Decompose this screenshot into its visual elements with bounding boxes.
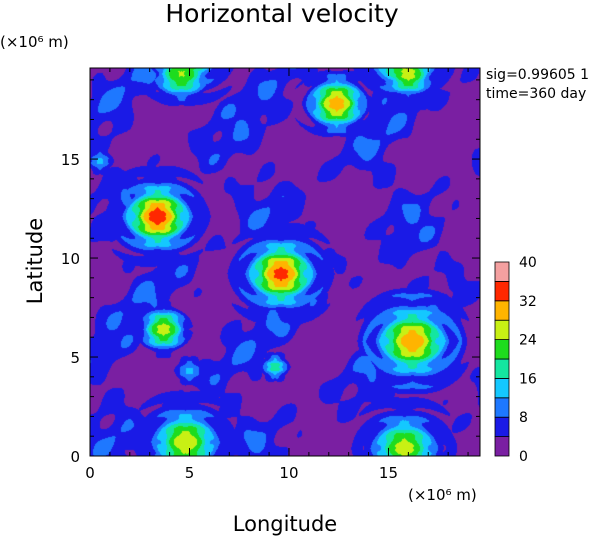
colorbar-swatch — [494, 436, 510, 457]
colorbar-tick-label: 0 — [519, 449, 528, 465]
x-tick-label: 10 — [279, 464, 298, 482]
y-tick-label: 0 — [70, 448, 80, 466]
annotation-time: time=360 day — [486, 86, 586, 102]
colorbar: 0 8 16 24 32 40 — [494, 255, 537, 465]
x-tick-label: 15 — [379, 464, 398, 482]
colorbar-swatch — [494, 319, 510, 341]
colorbar-tick-label: 24 — [519, 333, 537, 349]
colorbar-tick-label: 16 — [519, 371, 537, 387]
colorbar-swatch — [494, 377, 510, 399]
contour-image — [90, 68, 480, 456]
plot-frame — [89, 67, 481, 457]
y-axis: 0 5 10 15 — [61, 79, 480, 466]
colorbar-swatch — [494, 280, 510, 302]
y-axis-label: Latitude — [23, 218, 47, 304]
colorbar-swatch — [494, 397, 510, 418]
colorbar-swatch — [494, 358, 510, 379]
contour-field — [90, 68, 480, 456]
colorbar-swatch — [494, 416, 510, 438]
x-tick-label: 0 — [85, 464, 95, 482]
colorbar-swatch — [494, 300, 510, 321]
x-axis-label: Longitude — [233, 512, 337, 536]
x-tick-label: 5 — [185, 464, 195, 482]
y-tick-label: 15 — [61, 151, 80, 169]
colorbar-swatch — [494, 339, 510, 360]
chart-title: Horizontal velocity — [165, 0, 399, 28]
y-tick-label: 5 — [70, 349, 80, 367]
colorbar-swatch — [494, 261, 510, 282]
colorbar-tick-label: 8 — [519, 410, 528, 426]
colorbar-tick-label: 40 — [519, 255, 537, 271]
colorbar-tick-label: 32 — [519, 294, 537, 310]
y-unit-label: (×10⁶ m) — [0, 33, 69, 51]
x-axis: 0 5 10 15 — [85, 68, 469, 482]
annotation-sig: sig=0.99605 1 — [486, 67, 589, 83]
y-tick-label: 10 — [61, 250, 80, 268]
x-unit-label: (×10⁶ m) — [408, 486, 477, 504]
